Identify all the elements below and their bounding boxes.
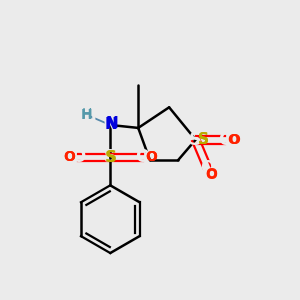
Text: O: O [206,167,218,181]
Text: O: O [205,168,217,182]
Text: O: O [228,133,240,147]
Text: S: S [189,131,202,149]
Text: H: H [80,108,92,122]
Text: O: O [218,131,232,149]
Text: O: O [227,133,239,147]
Text: N: N [103,116,118,134]
Text: O: O [200,159,214,177]
Text: H: H [82,107,92,121]
Text: O: O [136,148,150,166]
Text: S: S [197,132,208,147]
Text: N: N [105,116,118,131]
Text: S: S [106,150,117,165]
Text: O: O [63,150,75,164]
Text: S: S [197,132,208,147]
Text: O: O [71,148,85,166]
Text: O: O [64,150,76,164]
Text: H: H [83,107,97,125]
Text: O: O [146,150,158,164]
Text: N: N [104,117,117,132]
Text: S: S [105,150,116,165]
Text: S: S [104,148,117,166]
Text: O: O [145,150,157,164]
